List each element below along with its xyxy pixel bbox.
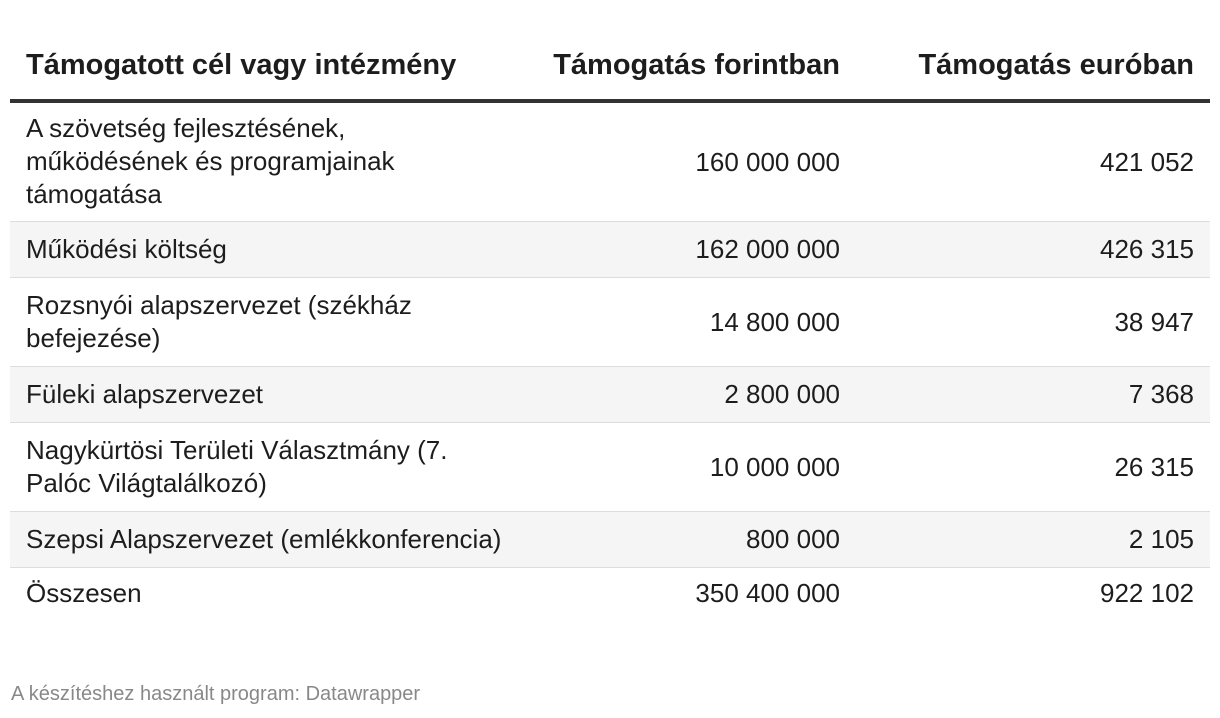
table-row: Füleki alapszervezet 2 800 000 7 368 xyxy=(10,366,1210,423)
footer-credit: A készítéshez használt program: Datawrap… xyxy=(11,683,421,705)
cell-eur: 2 105 xyxy=(856,511,1210,568)
cell-target: A szövetség fejlesztésének, működésének … xyxy=(10,101,520,222)
cell-huf: 2 800 000 xyxy=(520,366,856,423)
cell-total-eur: 922 102 xyxy=(1100,578,1194,608)
table-row: Szepsi Alapszervezet (emlékkonferencia) … xyxy=(10,511,1210,568)
cell-target: Füleki alapszervezet xyxy=(10,366,520,423)
table-body: A szövetség fejlesztésének, működésének … xyxy=(10,101,1210,619)
cell-target: Nagykürtösi Területi Választmány (7. Pal… xyxy=(10,422,520,512)
cell-eur: 38 947 xyxy=(856,277,1210,367)
cell-total-huf: 350 400 000 xyxy=(695,578,840,608)
table-row: Rozsnyói alapszervezet (székház befejezé… xyxy=(10,277,1210,367)
cell-target: Működési költség xyxy=(10,221,520,278)
table-header: Támogatott cél vagy intézmény Támogatás … xyxy=(10,28,1210,103)
table-row: Működési költség 162 000 000 426 315 xyxy=(10,221,1210,278)
cell-huf: 14 800 000 xyxy=(520,277,856,367)
table-row: A szövetség fejlesztésének, működésének … xyxy=(10,101,1210,222)
header-huf: Támogatás forintban xyxy=(520,28,856,103)
cell-huf: 800 000 xyxy=(520,511,856,568)
cell-target: Rozsnyói alapszervezet (székház befejezé… xyxy=(10,277,520,367)
cell-huf: 162 000 000 xyxy=(520,221,856,278)
cell-eur: 7 368 xyxy=(856,366,1210,423)
cell-eur: 421 052 xyxy=(856,101,1210,222)
header-eur: Támogatás euróban xyxy=(856,28,1210,103)
table-row-total: Összesen 350 400 000 922 102 xyxy=(10,568,1210,620)
header-row: Támogatott cél vagy intézmény Támogatás … xyxy=(10,28,1210,103)
cell-huf: 160 000 000 xyxy=(520,101,856,222)
table-row: Nagykürtösi Területi Választmány (7. Pal… xyxy=(10,422,1210,512)
support-table: Támogatott cél vagy intézmény Támogatás … xyxy=(10,28,1210,619)
cell-eur: 26 315 xyxy=(856,422,1210,512)
cell-target: Szepsi Alapszervezet (emlékkonferencia) xyxy=(10,511,520,568)
cell-total-label: Összesen xyxy=(26,578,142,608)
header-target: Támogatott cél vagy intézmény xyxy=(10,28,520,103)
cell-eur: 426 315 xyxy=(856,221,1210,278)
data-table-container: Támogatott cél vagy intézmény Támogatás … xyxy=(10,28,1210,619)
cell-huf: 10 000 000 xyxy=(520,422,856,512)
